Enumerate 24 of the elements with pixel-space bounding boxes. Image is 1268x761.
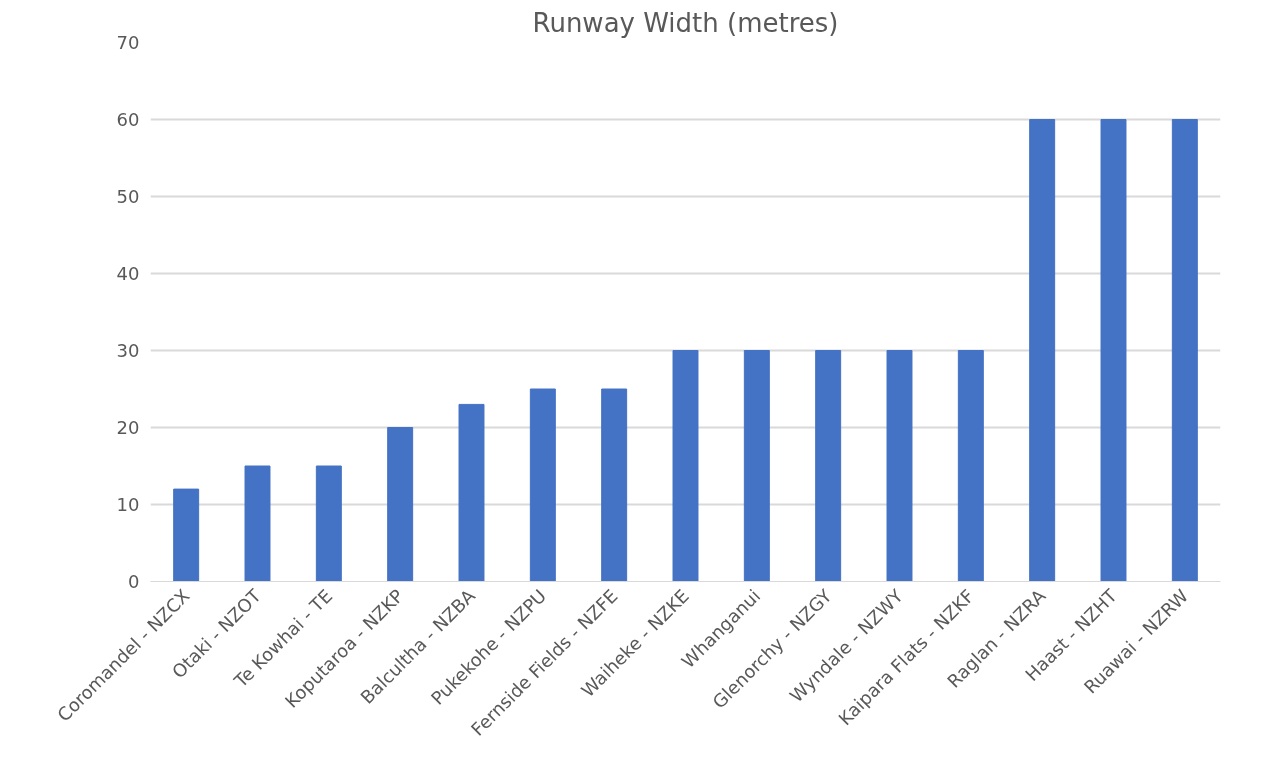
bar xyxy=(601,388,628,582)
bar xyxy=(529,388,556,582)
bar xyxy=(672,350,699,582)
bar xyxy=(458,403,485,582)
bar xyxy=(815,350,842,582)
y-tick-label: 10 xyxy=(116,494,140,515)
bar xyxy=(957,350,984,582)
y-tick-label: 40 xyxy=(116,263,140,284)
y-tick-label: 0 xyxy=(128,571,140,592)
bar xyxy=(244,465,271,582)
chart-title: Runway Width (metres) xyxy=(532,7,839,38)
y-tick-label: 70 xyxy=(116,32,140,53)
y-tick-label: 30 xyxy=(116,340,140,361)
bar xyxy=(387,427,414,582)
bar xyxy=(1100,119,1127,582)
y-tick-label: 50 xyxy=(116,186,140,207)
bar xyxy=(886,350,913,582)
bar xyxy=(743,350,770,582)
bar xyxy=(1171,119,1198,582)
y-tick-label: 60 xyxy=(116,109,140,130)
y-tick-label: 20 xyxy=(116,417,140,438)
bar xyxy=(315,465,342,582)
bar xyxy=(173,488,200,582)
bar xyxy=(1029,119,1056,582)
